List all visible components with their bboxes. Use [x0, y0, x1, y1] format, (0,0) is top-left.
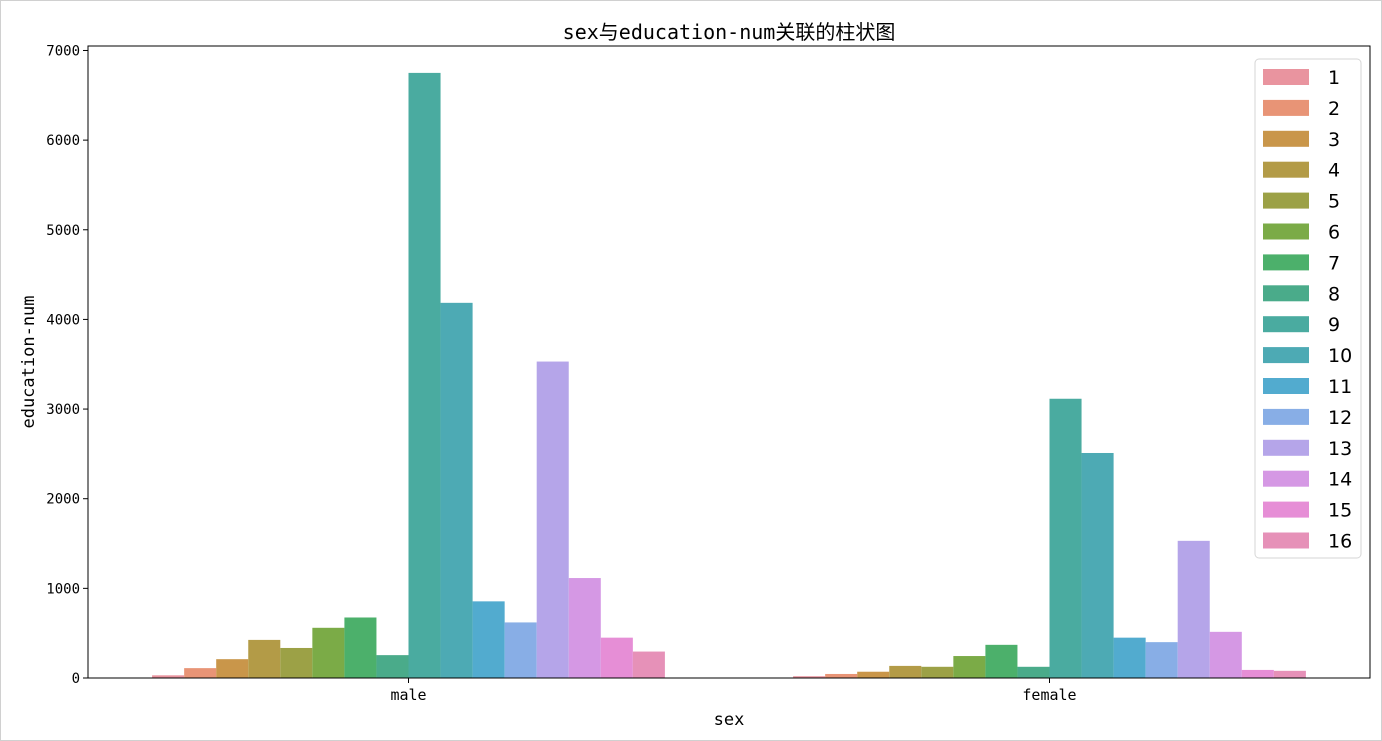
- bar-male-9: [408, 72, 441, 678]
- legend-label: 6: [1328, 222, 1340, 244]
- legend-label: 9: [1328, 314, 1340, 336]
- bar-male-5: [280, 647, 313, 678]
- bar-female-6: [953, 656, 986, 678]
- legend-swatch-2: [1263, 99, 1309, 116]
- bar-female-14: [1209, 631, 1242, 678]
- legend-label: 5: [1328, 191, 1340, 213]
- bar-female-1: [793, 676, 826, 678]
- bar-female-8: [1017, 666, 1050, 678]
- y-tick-label: 6000: [46, 133, 80, 149]
- legend-swatch-5: [1263, 192, 1309, 209]
- bar-female-5: [921, 666, 954, 678]
- bar-male-14: [568, 578, 601, 678]
- legend-label: 8: [1328, 283, 1340, 305]
- legend-label: 12: [1328, 407, 1352, 429]
- legend-label: 11: [1328, 376, 1352, 398]
- bar-male-2: [184, 668, 217, 678]
- legend-label: 14: [1328, 469, 1352, 491]
- y-tick-label: 3000: [46, 402, 80, 418]
- bar-female-10: [1081, 452, 1114, 678]
- bar-male-13: [536, 361, 569, 678]
- y-tick-label: 1000: [46, 581, 80, 597]
- legend-swatch-1: [1263, 69, 1309, 85]
- y-tick-label: 4000: [46, 312, 80, 328]
- bar-male-8: [376, 655, 409, 678]
- chart-title: sex与education-num关联的柱状图: [563, 20, 896, 44]
- bar-male-11: [472, 601, 505, 678]
- bar-female-2: [825, 673, 858, 678]
- bar-female-16: [1273, 670, 1306, 678]
- bar-male-12: [504, 622, 537, 678]
- x-tick-label: male: [390, 686, 426, 704]
- bar-male-4: [248, 639, 281, 678]
- legend-swatch-16: [1263, 532, 1309, 549]
- legend-label: 1: [1328, 67, 1340, 89]
- x-tick-label: female: [1022, 686, 1076, 704]
- plot-frame: [87, 45, 1371, 679]
- bar-female-7: [985, 644, 1018, 678]
- bar-female-15: [1241, 669, 1274, 678]
- legend-label: 7: [1328, 252, 1340, 274]
- bar-male-6: [312, 627, 345, 678]
- bar-male-1: [152, 675, 185, 678]
- bar-male-16: [632, 651, 665, 678]
- legend-label: 13: [1328, 438, 1352, 460]
- bar-male-7: [344, 617, 377, 678]
- legend-swatch-4: [1263, 161, 1309, 178]
- legend-swatch-12: [1263, 408, 1309, 425]
- y-tick-label: 7000: [46, 43, 80, 59]
- legend-swatch-15: [1263, 501, 1309, 518]
- y-tick-label: 5000: [46, 223, 80, 239]
- legend-swatch-3: [1263, 130, 1309, 147]
- legend-swatch-9: [1263, 316, 1309, 333]
- bar-female-4: [889, 665, 922, 678]
- bar-female-3: [857, 671, 890, 678]
- legend-label: 3: [1328, 129, 1340, 151]
- bar-female-11: [1113, 637, 1146, 678]
- x-axis-label: sex: [714, 710, 745, 730]
- bar-female-13: [1177, 540, 1210, 678]
- bar-female-9: [1049, 398, 1082, 678]
- y-tick-label: 2000: [46, 492, 80, 508]
- legend-label: 2: [1328, 98, 1340, 120]
- legend-label: 16: [1328, 531, 1352, 553]
- legend-swatch-14: [1263, 470, 1309, 487]
- bar-male-3: [216, 659, 249, 678]
- legend-box: [1254, 58, 1362, 559]
- bar-male-15: [600, 637, 633, 678]
- bar-female-12: [1145, 642, 1178, 678]
- legend-swatch-11: [1263, 378, 1309, 394]
- legend-swatch-13: [1263, 439, 1309, 456]
- y-tick-label: 0: [72, 671, 80, 687]
- legend-swatch-10: [1263, 347, 1309, 364]
- y-axis-label: education-num: [19, 295, 39, 428]
- legend-label: 4: [1328, 160, 1340, 182]
- legend-swatch-7: [1263, 254, 1309, 271]
- legend-swatch-6: [1263, 223, 1309, 240]
- bar-male-10: [440, 302, 473, 678]
- legend-swatch-8: [1263, 285, 1309, 302]
- legend-label: 15: [1328, 500, 1352, 522]
- legend-label: 10: [1328, 345, 1352, 367]
